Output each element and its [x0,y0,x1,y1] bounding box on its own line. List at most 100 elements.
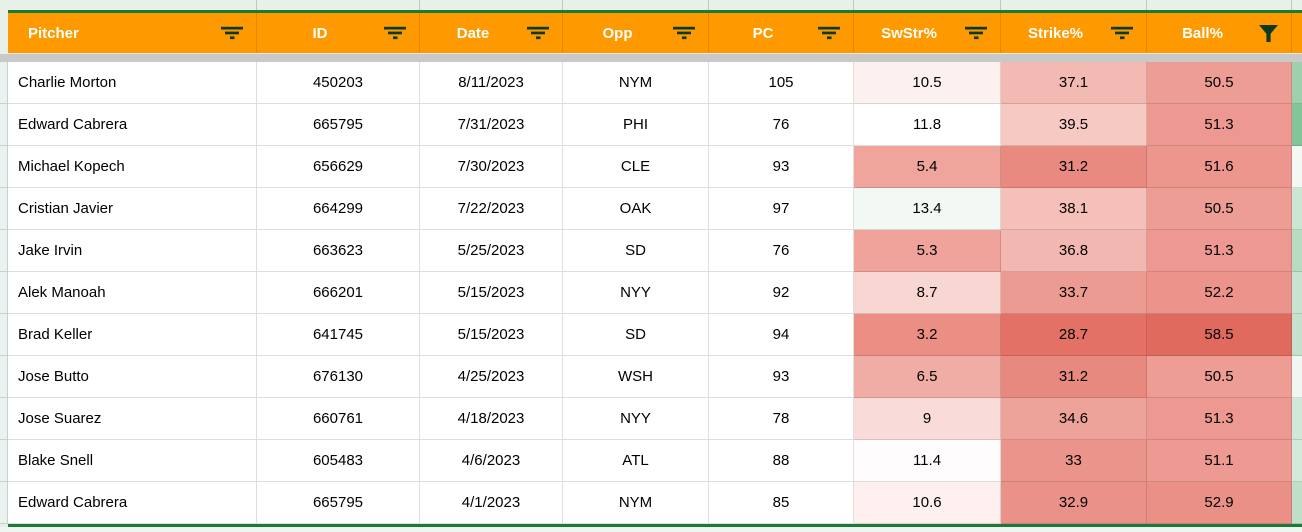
cell-id[interactable]: 450203 [257,62,420,104]
cell-swstr[interactable]: 10.6 [854,482,1001,524]
cell-pc[interactable]: 88 [709,440,854,482]
cell-pitcher[interactable]: Blake Snell [8,440,257,482]
cell-opp[interactable]: OAK [563,188,709,230]
cell-pc[interactable]: 78 [709,398,854,440]
filter-lines-icon[interactable] [220,26,244,40]
cell-swstr[interactable]: 6.5 [854,356,1001,398]
cell-id[interactable]: 666201 [257,272,420,314]
filter-lines-icon[interactable] [526,26,550,40]
column-header-pitcher[interactable]: Pitcher [8,13,257,53]
cell-swstr[interactable]: 8.7 [854,272,1001,314]
cell-ball[interactable]: 58.5 [1147,314,1292,356]
filter-lines-icon[interactable] [383,26,407,40]
cell-strike[interactable]: 39.5 [1001,104,1147,146]
cell-ball[interactable]: 50.5 [1147,188,1292,230]
cell-pc[interactable]: 76 [709,230,854,272]
cell-strike[interactable]: 37.1 [1001,62,1147,104]
cell-id[interactable]: 663623 [257,230,420,272]
cell-strike[interactable]: 32.9 [1001,482,1147,524]
cell-id[interactable]: 676130 [257,356,420,398]
cell-opp[interactable]: SD [563,230,709,272]
cell-ball[interactable]: 51.6 [1147,146,1292,188]
cell-id[interactable]: 664299 [257,188,420,230]
cell-opp[interactable]: WSH [563,356,709,398]
cell-pitcher[interactable]: Michael Kopech [8,146,257,188]
cell-id[interactable]: 660761 [257,398,420,440]
cell-strike[interactable]: 33 [1001,440,1147,482]
cell-id[interactable]: 605483 [257,440,420,482]
cell-strike[interactable]: 34.6 [1001,398,1147,440]
cell-swstr[interactable]: 5.4 [854,146,1001,188]
cell-date[interactable]: 5/25/2023 [420,230,563,272]
cell-ball[interactable]: 51.1 [1147,440,1292,482]
cell-strike[interactable]: 28.7 [1001,314,1147,356]
cell-pc[interactable]: 76 [709,104,854,146]
cell-opp[interactable]: NYM [563,62,709,104]
cell-pitcher[interactable]: Brad Keller [8,314,257,356]
cell-pc[interactable]: 97 [709,188,854,230]
cell-opp[interactable]: NYM [563,482,709,524]
column-header-next-sliver[interactable] [1292,13,1302,53]
cell-pitcher[interactable]: Edward Cabrera [8,482,257,524]
column-header-opp[interactable]: Opp [563,13,709,53]
cell-date[interactable]: 7/30/2023 [420,146,563,188]
cell-id[interactable]: 665795 [257,104,420,146]
cell-pitcher[interactable]: Jake Irvin [8,230,257,272]
cell-opp[interactable]: ATL [563,440,709,482]
cell-date[interactable]: 7/31/2023 [420,104,563,146]
cell-date[interactable]: 5/15/2023 [420,314,563,356]
column-header-swstr[interactable]: SwStr% [854,13,1001,53]
column-header-id[interactable]: ID [257,13,420,53]
cell-date[interactable]: 4/1/2023 [420,482,563,524]
cell-id[interactable]: 641745 [257,314,420,356]
cell-pc[interactable]: 94 [709,314,854,356]
filter-lines-icon[interactable] [964,26,988,40]
cell-pitcher[interactable]: Jose Butto [8,356,257,398]
cell-pc[interactable]: 93 [709,146,854,188]
column-header-strike[interactable]: Strike% [1001,13,1147,53]
cell-ball[interactable]: 51.3 [1147,104,1292,146]
filter-lines-icon[interactable] [817,26,841,40]
cell-swstr[interactable]: 9 [854,398,1001,440]
cell-date[interactable]: 7/22/2023 [420,188,563,230]
cell-ball[interactable]: 50.5 [1147,356,1292,398]
cell-pitcher[interactable]: Edward Cabrera [8,104,257,146]
cell-swstr[interactable]: 3.2 [854,314,1001,356]
cell-pc[interactable]: 93 [709,356,854,398]
cell-pitcher[interactable]: Jose Suarez [8,398,257,440]
cell-strike[interactable]: 33.7 [1001,272,1147,314]
cell-swstr[interactable]: 11.4 [854,440,1001,482]
cell-opp[interactable]: NYY [563,272,709,314]
cell-strike[interactable]: 38.1 [1001,188,1147,230]
cell-pc[interactable]: 85 [709,482,854,524]
cell-date[interactable]: 8/11/2023 [420,62,563,104]
cell-strike[interactable]: 31.2 [1001,356,1147,398]
cell-pc[interactable]: 105 [709,62,854,104]
column-header-pc[interactable]: PC [709,13,854,53]
cell-swstr[interactable]: 13.4 [854,188,1001,230]
cell-ball[interactable]: 51.3 [1147,398,1292,440]
cell-swstr[interactable]: 11.8 [854,104,1001,146]
cell-id[interactable]: 665795 [257,482,420,524]
cell-pitcher[interactable]: Charlie Morton [8,62,257,104]
column-header-date[interactable]: Date [420,13,563,53]
cell-date[interactable]: 4/25/2023 [420,356,563,398]
cell-opp[interactable]: NYY [563,398,709,440]
cell-ball[interactable]: 52.9 [1147,482,1292,524]
cell-swstr[interactable]: 10.5 [854,62,1001,104]
cell-id[interactable]: 656629 [257,146,420,188]
filter-lines-icon[interactable] [1110,26,1134,40]
filter-lines-icon[interactable] [672,26,696,40]
cell-date[interactable]: 5/15/2023 [420,272,563,314]
cell-strike[interactable]: 36.8 [1001,230,1147,272]
cell-date[interactable]: 4/6/2023 [420,440,563,482]
cell-ball[interactable]: 50.5 [1147,62,1292,104]
cell-pitcher[interactable]: Cristian Javier [8,188,257,230]
column-header-ball[interactable]: Ball% [1147,13,1292,53]
cell-opp[interactable]: CLE [563,146,709,188]
cell-pc[interactable]: 92 [709,272,854,314]
cell-swstr[interactable]: 5.3 [854,230,1001,272]
cell-strike[interactable]: 31.2 [1001,146,1147,188]
cell-pitcher[interactable]: Alek Manoah [8,272,257,314]
cell-ball[interactable]: 52.2 [1147,272,1292,314]
